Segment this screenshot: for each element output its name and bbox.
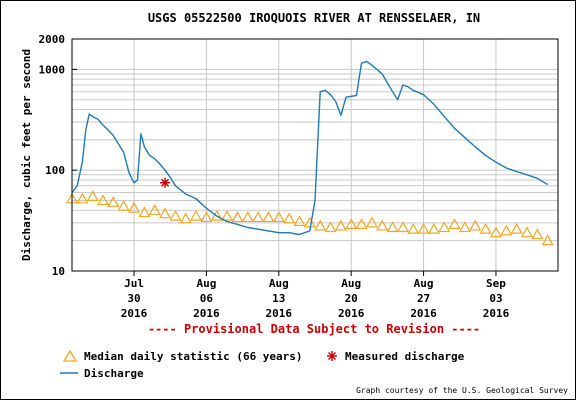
median-point (210, 209, 223, 221)
measured-point (160, 177, 171, 188)
x-tick-label: Aug (269, 277, 289, 290)
x-tick-label: 2016 (193, 307, 220, 320)
x-tick-label: 20 (345, 292, 358, 305)
legend-median-label: Median daily statistic (66 years) (84, 350, 303, 363)
median-point (479, 222, 492, 234)
legend-measured-label: Measured discharge (345, 350, 465, 363)
median-point (458, 221, 471, 233)
y-axis-label: Discharge, cubic feet per second (20, 49, 33, 261)
median-point (334, 219, 347, 231)
median-point (500, 224, 513, 236)
legend-discharge-label: Discharge (84, 367, 144, 380)
x-tick-label: 2016 (483, 307, 510, 320)
x-tick-label: Sep (486, 277, 506, 290)
median-point (386, 221, 399, 233)
median-legend-triangle-icon (62, 349, 78, 362)
median-point (179, 212, 192, 224)
median-point (489, 226, 502, 238)
measured-markers (160, 177, 171, 188)
median-point (396, 221, 409, 233)
y-tick-label: 100 (45, 164, 65, 177)
y-tick-labels: 10 100 1000 2000 (39, 33, 77, 278)
median-point (107, 196, 120, 207)
median-point (272, 211, 285, 223)
provisional-notice: ---- Provisional Data Subject to Revisio… (148, 322, 480, 336)
median-point (283, 212, 296, 224)
plot-area (71, 38, 559, 272)
chart-title: USGS 05522500 IROQUOIS RIVER AT RENSSELA… (148, 11, 480, 25)
median-point (510, 222, 523, 234)
grid-lines (72, 39, 558, 271)
median-point (252, 211, 265, 223)
y-tick-label: 2000 (39, 33, 66, 46)
median-point (314, 219, 327, 231)
credit-text: Graph courtesy of the U.S. Geological Su… (356, 386, 568, 395)
median-markers (65, 190, 554, 246)
median-point (324, 221, 337, 233)
median-point (128, 201, 141, 213)
x-tick-label: 27 (417, 292, 430, 305)
median-point (417, 222, 430, 234)
x-tick-label: Jul (124, 277, 144, 290)
median-point (221, 209, 234, 221)
median-point (448, 218, 461, 229)
median-point (262, 211, 275, 223)
median-point (241, 211, 254, 223)
median-point (520, 226, 533, 238)
median-point (97, 194, 110, 206)
median-point (76, 192, 89, 204)
series-layer (71, 60, 549, 236)
median-point (200, 211, 213, 223)
discharge-series-line (71, 60, 549, 236)
x-tick-label: 06 (200, 292, 214, 305)
x-tick-labels: Jul 30 2016 Aug 06 2016 Aug 13 2016 Aug 20 2016 Aug 2… (121, 271, 510, 320)
median-point (148, 204, 161, 215)
measured-legend-asterisk-icon (327, 351, 337, 361)
median-point (117, 199, 130, 211)
x-tick-label: Aug (414, 277, 434, 290)
y-tick-label: 1000 (39, 63, 66, 76)
x-tick-label: Aug (196, 277, 216, 290)
x-tick-label: 2016 (266, 307, 293, 320)
median-point (190, 209, 203, 221)
median-point (159, 207, 172, 219)
median-point (86, 190, 99, 201)
median-point (293, 215, 306, 227)
x-tick-label: 2016 (338, 307, 365, 320)
median-point (345, 218, 358, 229)
median-point (355, 218, 368, 229)
x-tick-label: 2016 (410, 307, 437, 320)
median-point (365, 216, 378, 228)
legend: Median daily statistic (66 years) Measur… (60, 349, 465, 380)
median-point (138, 206, 151, 218)
x-tick-label: 13 (272, 292, 285, 305)
y-tick-label: 10 (52, 265, 65, 278)
median-point (407, 222, 420, 234)
x-tick-label: 2016 (121, 307, 148, 320)
median-point (541, 234, 554, 246)
median-point (469, 219, 482, 231)
median-point (427, 222, 440, 234)
median-point (531, 228, 544, 240)
median-point (169, 209, 182, 221)
x-tick-label: Aug (341, 277, 361, 290)
x-tick-label: 30 (127, 292, 140, 305)
median-point (438, 221, 451, 233)
median-point (376, 219, 389, 231)
x-tick-label: 03 (489, 292, 502, 305)
median-point (231, 211, 244, 223)
